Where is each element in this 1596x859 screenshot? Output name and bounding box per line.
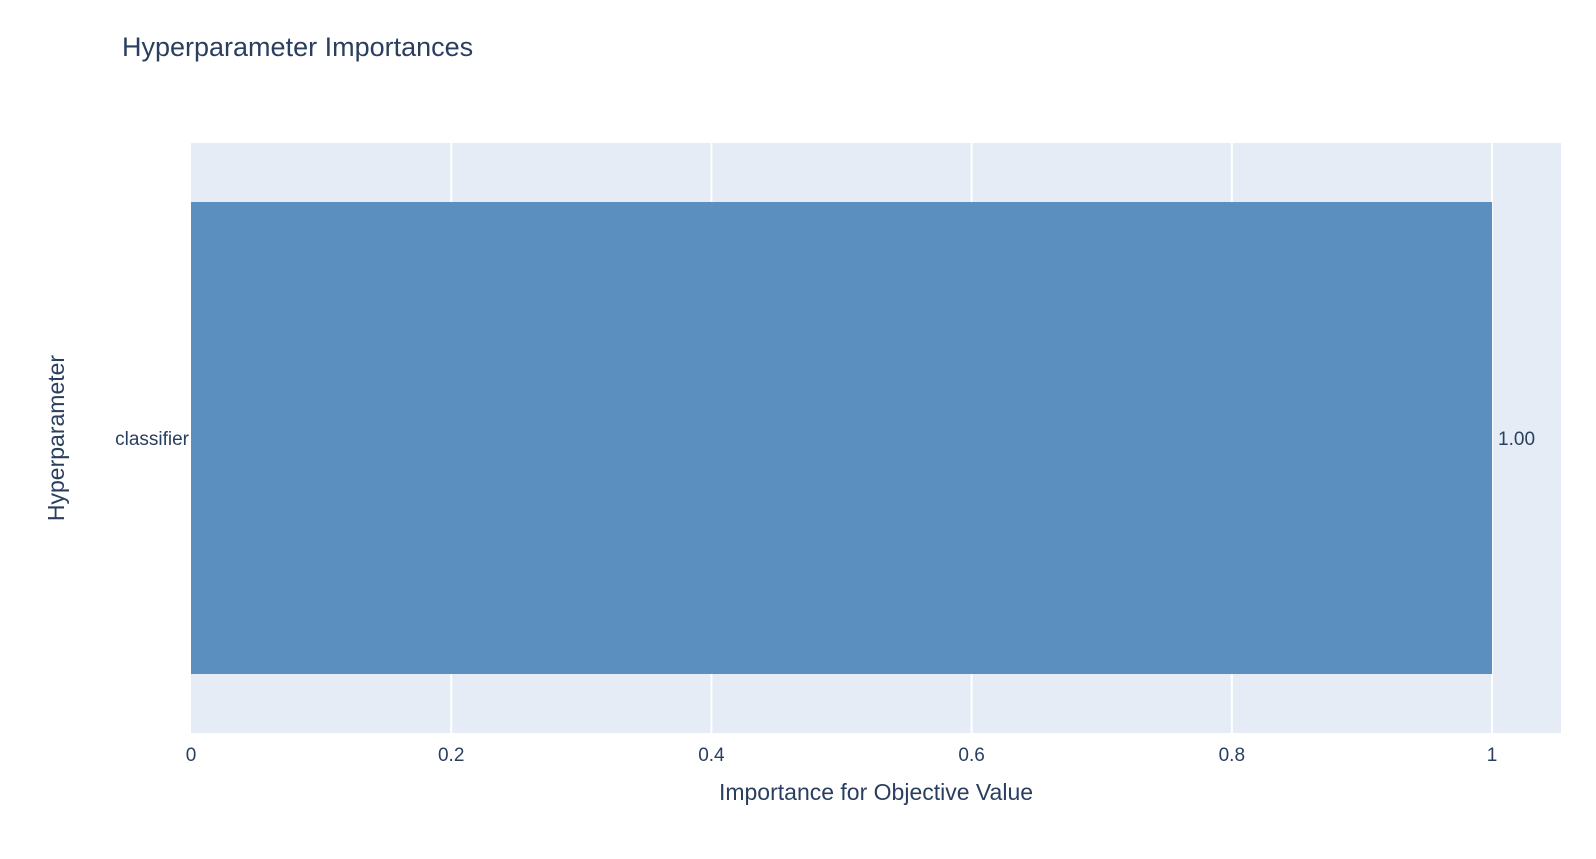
bar-value-label: 1.00 (1498, 429, 1535, 450)
x-tick-label: 0.4 (698, 745, 725, 766)
y-tick-label: classifier (115, 429, 190, 450)
bar-classifier (191, 202, 1493, 674)
x-tick-label: 0.2 (438, 745, 464, 766)
x-axis-ticks: 0 0.2 0.4 0.6 0.8 1 (186, 745, 1498, 766)
chart-title: Hyperparameter Importances (122, 32, 473, 62)
y-axis-ticks: classifier (115, 429, 190, 450)
x-tick-label: 1 (1487, 745, 1498, 766)
data-labels: 1.00 (1498, 429, 1535, 450)
x-tick-label: 0.8 (1219, 745, 1245, 766)
x-axis-title: Importance for Objective Value (719, 779, 1033, 805)
y-axis-title: Hyperparameter (43, 355, 69, 522)
bars (191, 202, 1493, 674)
x-tick-label: 0.6 (958, 745, 984, 766)
x-tick-label: 0 (186, 745, 197, 766)
